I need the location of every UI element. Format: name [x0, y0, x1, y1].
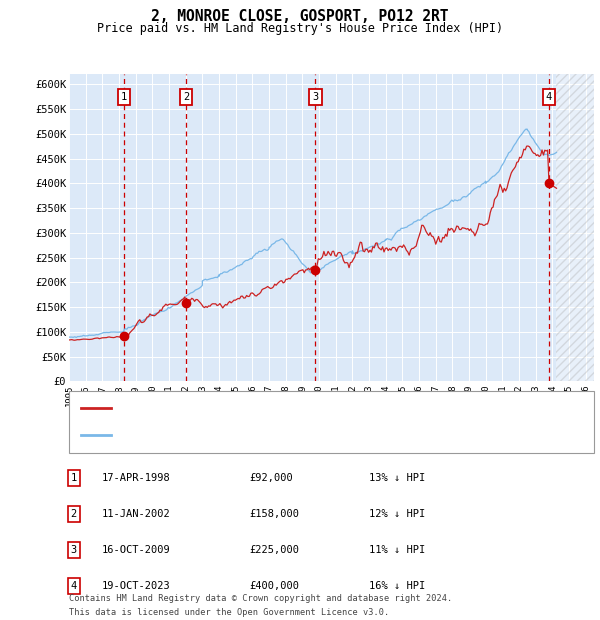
Text: 1: 1	[121, 92, 127, 102]
Text: This data is licensed under the Open Government Licence v3.0.: This data is licensed under the Open Gov…	[69, 608, 389, 617]
Text: 1: 1	[71, 473, 77, 483]
Text: 16% ↓ HPI: 16% ↓ HPI	[369, 581, 425, 591]
Text: £92,000: £92,000	[249, 473, 293, 483]
Text: 13% ↓ HPI: 13% ↓ HPI	[369, 473, 425, 483]
Text: 2, MONROE CLOSE, GOSPORT, PO12 2RT: 2, MONROE CLOSE, GOSPORT, PO12 2RT	[151, 9, 449, 24]
Text: 4: 4	[71, 581, 77, 591]
Text: 19-OCT-2023: 19-OCT-2023	[102, 581, 171, 591]
Text: 3: 3	[71, 545, 77, 555]
Text: 12% ↓ HPI: 12% ↓ HPI	[369, 509, 425, 519]
Text: Price paid vs. HM Land Registry's House Price Index (HPI): Price paid vs. HM Land Registry's House …	[97, 22, 503, 35]
Text: 11-JAN-2002: 11-JAN-2002	[102, 509, 171, 519]
Text: 2, MONROE CLOSE, GOSPORT, PO12 2RT (detached house): 2, MONROE CLOSE, GOSPORT, PO12 2RT (deta…	[117, 403, 423, 413]
Text: 3: 3	[313, 92, 319, 102]
Text: £400,000: £400,000	[249, 581, 299, 591]
Text: 11% ↓ HPI: 11% ↓ HPI	[369, 545, 425, 555]
Text: £225,000: £225,000	[249, 545, 299, 555]
Text: 17-APR-1998: 17-APR-1998	[102, 473, 171, 483]
Text: 4: 4	[546, 92, 552, 102]
Text: HPI: Average price, detached house, Gosport: HPI: Average price, detached house, Gosp…	[117, 430, 375, 440]
Text: 2: 2	[71, 509, 77, 519]
Bar	[556, 74, 594, 381]
Text: 16-OCT-2009: 16-OCT-2009	[102, 545, 171, 555]
Text: £158,000: £158,000	[249, 509, 299, 519]
Text: Contains HM Land Registry data © Crown copyright and database right 2024.: Contains HM Land Registry data © Crown c…	[69, 594, 452, 603]
Text: 2: 2	[183, 92, 189, 102]
